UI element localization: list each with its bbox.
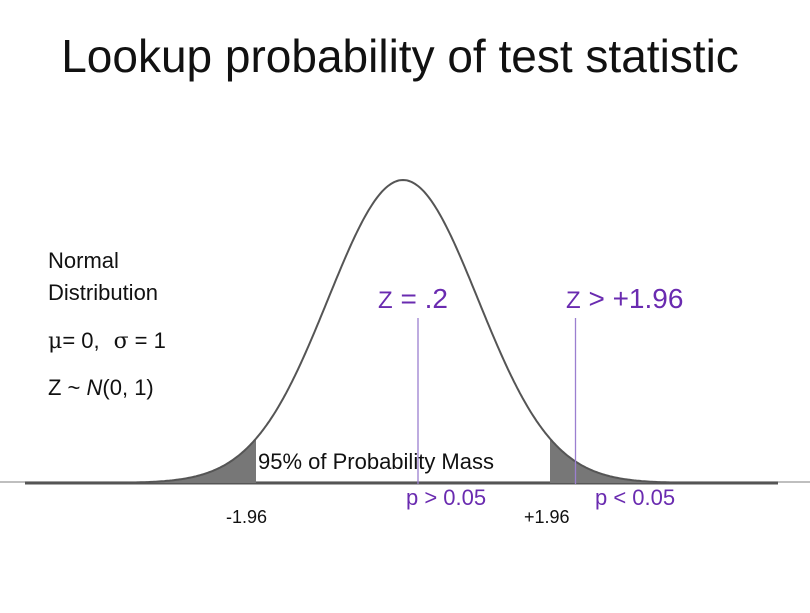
panel-params: μ= 0, σ = 1	[48, 328, 166, 354]
dist-prefix: Z ~	[48, 375, 87, 400]
p-greater-label: p > 0.05	[406, 485, 486, 510]
panel-distribution-notation: Z ~ N(0, 1)	[48, 375, 154, 400]
bell-curve	[103, 178, 703, 484]
mu-symbol: μ	[48, 329, 62, 354]
mu-value: = 0,	[62, 328, 99, 353]
left-tail-shading	[103, 438, 256, 483]
z-large-value: > +1.96	[581, 283, 684, 314]
tick-label-pos: +1.96	[524, 507, 570, 527]
panel-normal-label: Normal	[48, 248, 119, 273]
dist-N: N	[87, 375, 103, 400]
p-less-label: p < 0.05	[595, 485, 675, 510]
z-large-Z: Z	[566, 287, 581, 314]
tick-label-neg: -1.96	[226, 507, 267, 527]
slide-title: Lookup probability of test statistic	[61, 30, 739, 82]
probability-mass-label: 95% of Probability Mass	[258, 449, 494, 474]
z-large-label: Z > +1.96	[566, 283, 683, 314]
z-small-value: = .2	[393, 283, 448, 314]
z-small-label: Z = .2	[378, 283, 448, 314]
panel-distribution-label: Distribution	[48, 280, 158, 305]
dist-suffix: (0, 1)	[102, 375, 153, 400]
z-small-Z: Z	[378, 287, 393, 314]
right-tail-shading	[550, 438, 703, 483]
sigma-symbol: σ	[114, 329, 129, 354]
sigma-value: = 1	[135, 328, 166, 353]
